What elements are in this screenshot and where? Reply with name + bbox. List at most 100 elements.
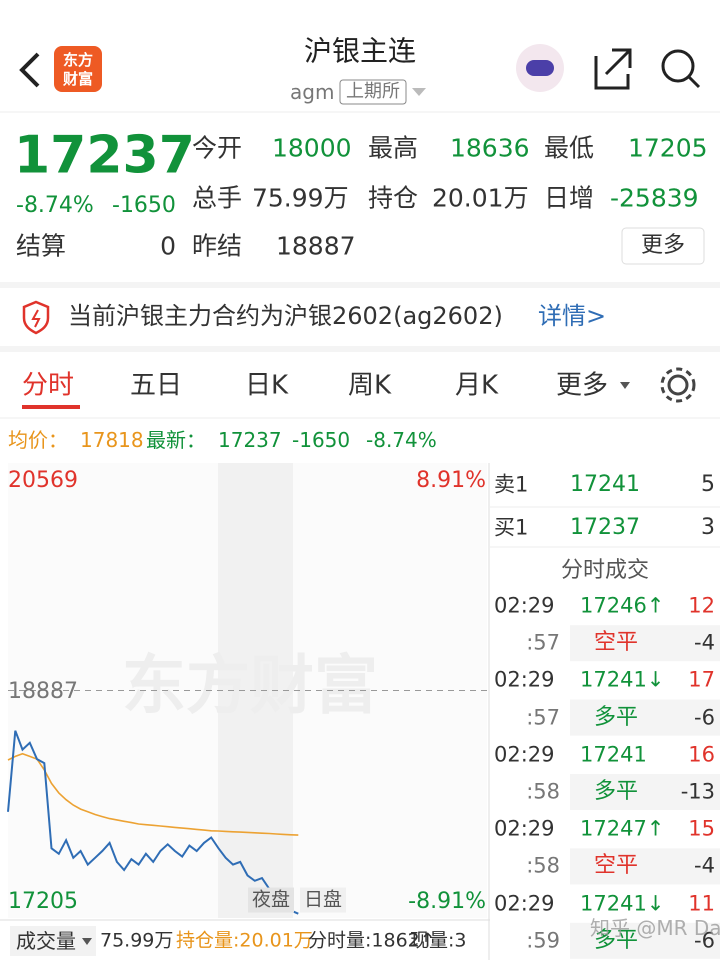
trade-qty: 11 bbox=[688, 891, 715, 916]
avg-line bbox=[7, 752, 299, 836]
tab[interactable]: 分时 bbox=[22, 370, 75, 401]
exchange-name: 上期所 bbox=[346, 81, 400, 103]
trade-price: 17247↑ bbox=[580, 816, 665, 841]
more-button[interactable] bbox=[621, 227, 705, 265]
trade-row-bg bbox=[570, 699, 720, 736]
book-qty: 5 bbox=[701, 471, 715, 497]
field-label: 最低 bbox=[544, 133, 595, 163]
more-button-label[interactable]: 更多 bbox=[640, 232, 686, 258]
field-label: 结算 bbox=[16, 231, 67, 261]
field-label: 持仓 bbox=[368, 183, 419, 213]
trade-row-bg bbox=[570, 625, 720, 662]
contract-code: agm bbox=[290, 80, 335, 104]
search-icon[interactable] bbox=[661, 49, 695, 83]
trade-qty: -6 bbox=[694, 928, 715, 953]
trade-type: 多平 bbox=[593, 704, 639, 730]
dropdown-arrow[interactable] bbox=[82, 938, 92, 945]
notice-text: 当前沪银主力合约为沪银2602(ag2602) bbox=[68, 301, 503, 330]
trade-time: :59 bbox=[526, 928, 560, 953]
trade-price: 17241 bbox=[580, 742, 647, 767]
settings-gear bbox=[660, 367, 696, 403]
field-value: 18000 bbox=[272, 133, 352, 163]
trade-type: 空平 bbox=[593, 630, 639, 656]
last-price: 17237 bbox=[14, 125, 195, 186]
notice-bolt bbox=[31, 309, 41, 328]
notice-icon bbox=[22, 300, 50, 335]
book-price: 17237 bbox=[570, 514, 640, 540]
notice-link[interactable]: 详情> bbox=[538, 301, 607, 330]
session-label: 夜盘 bbox=[248, 887, 295, 913]
change-percent: -8.74% bbox=[16, 192, 94, 218]
trade-qty: -4 bbox=[694, 853, 715, 878]
trade-type: 多平 bbox=[593, 927, 639, 953]
logo-text: 东方 bbox=[62, 50, 94, 69]
volume-selector[interactable] bbox=[10, 926, 96, 956]
trade-row-bg bbox=[570, 922, 720, 959]
summary-change: -1650 bbox=[292, 428, 351, 452]
dropdown-arrow[interactable] bbox=[412, 88, 426, 96]
field-label: 昨结 bbox=[192, 231, 243, 261]
trade-time: :58 bbox=[526, 853, 560, 878]
page-watermark: 知乎 @MR Dang bbox=[590, 916, 720, 940]
field-value: 20.01万 bbox=[432, 183, 529, 213]
summary-last: 17237 bbox=[218, 428, 282, 452]
axis-label-min: 17205 bbox=[8, 888, 78, 914]
trade-time: 02:29 bbox=[494, 667, 555, 692]
trade-qty: -13 bbox=[680, 779, 715, 804]
field-value: 18636 bbox=[450, 133, 530, 163]
book-qty: 3 bbox=[701, 514, 715, 540]
trade-price: 17246↑ bbox=[580, 593, 665, 618]
trade-row-bg bbox=[570, 774, 720, 810]
trade-qty: -6 bbox=[694, 705, 715, 730]
axis-label-ref: 18887 bbox=[8, 678, 78, 704]
divider bbox=[0, 282, 720, 288]
field-label: 日增 bbox=[544, 183, 595, 213]
field-label: 总手 bbox=[192, 183, 243, 213]
tab-underline bbox=[22, 405, 80, 409]
book-price: 17241 bbox=[570, 471, 640, 497]
book-level: 卖1 bbox=[494, 472, 529, 497]
dropdown-arrow[interactable] bbox=[620, 382, 630, 389]
avatar-face bbox=[526, 60, 554, 76]
footer-current-volume: 现量:3 bbox=[410, 929, 467, 952]
footer-tick-volume: 分时量:1862↑ bbox=[308, 929, 436, 952]
trade-time: 02:29 bbox=[494, 742, 555, 767]
price-line bbox=[7, 730, 299, 915]
trade-time: 02:29 bbox=[494, 593, 555, 618]
session-label: 日盘 bbox=[300, 887, 347, 913]
trade-qty: 12 bbox=[688, 593, 715, 618]
settings-icon[interactable] bbox=[667, 374, 689, 396]
footer-volume-label: 成交量 bbox=[16, 929, 76, 953]
trades-title: 分时成交 bbox=[560, 557, 650, 583]
summary-avg: 17818 bbox=[80, 428, 144, 452]
tab[interactable]: 更多 bbox=[556, 370, 609, 401]
summary-percent: -8.74% bbox=[366, 428, 437, 452]
tab[interactable]: 日K bbox=[245, 370, 289, 401]
footer-open-interest: 持仓量:20.01万 bbox=[176, 929, 313, 952]
tab[interactable]: 周K bbox=[348, 370, 392, 401]
field-value: 18887 bbox=[276, 231, 356, 261]
trade-time: 02:29 bbox=[494, 816, 555, 841]
share-icon[interactable] bbox=[594, 48, 632, 90]
trade-time: :57 bbox=[526, 705, 560, 730]
book-level: 买1 bbox=[494, 515, 529, 540]
trade-time: 02:29 bbox=[494, 891, 555, 916]
search-handle bbox=[687, 75, 701, 89]
exchange-box bbox=[339, 79, 407, 105]
field-label: 最高 bbox=[368, 133, 419, 163]
field-label: 今开 bbox=[192, 133, 243, 163]
footer-volume: 75.99万 bbox=[100, 929, 174, 952]
trade-type: 空平 bbox=[593, 853, 639, 879]
chart-watermark: 东方财富 bbox=[122, 650, 378, 724]
trade-time: :57 bbox=[526, 630, 560, 655]
trade-qty: -4 bbox=[694, 630, 715, 655]
tab[interactable]: 月K bbox=[455, 370, 499, 401]
tab[interactable]: 五日 bbox=[130, 370, 183, 401]
trade-time: :58 bbox=[526, 779, 560, 804]
change-amount: -1650 bbox=[112, 192, 176, 218]
field-value: 75.99万 bbox=[252, 183, 349, 213]
back-icon[interactable] bbox=[19, 52, 40, 88]
